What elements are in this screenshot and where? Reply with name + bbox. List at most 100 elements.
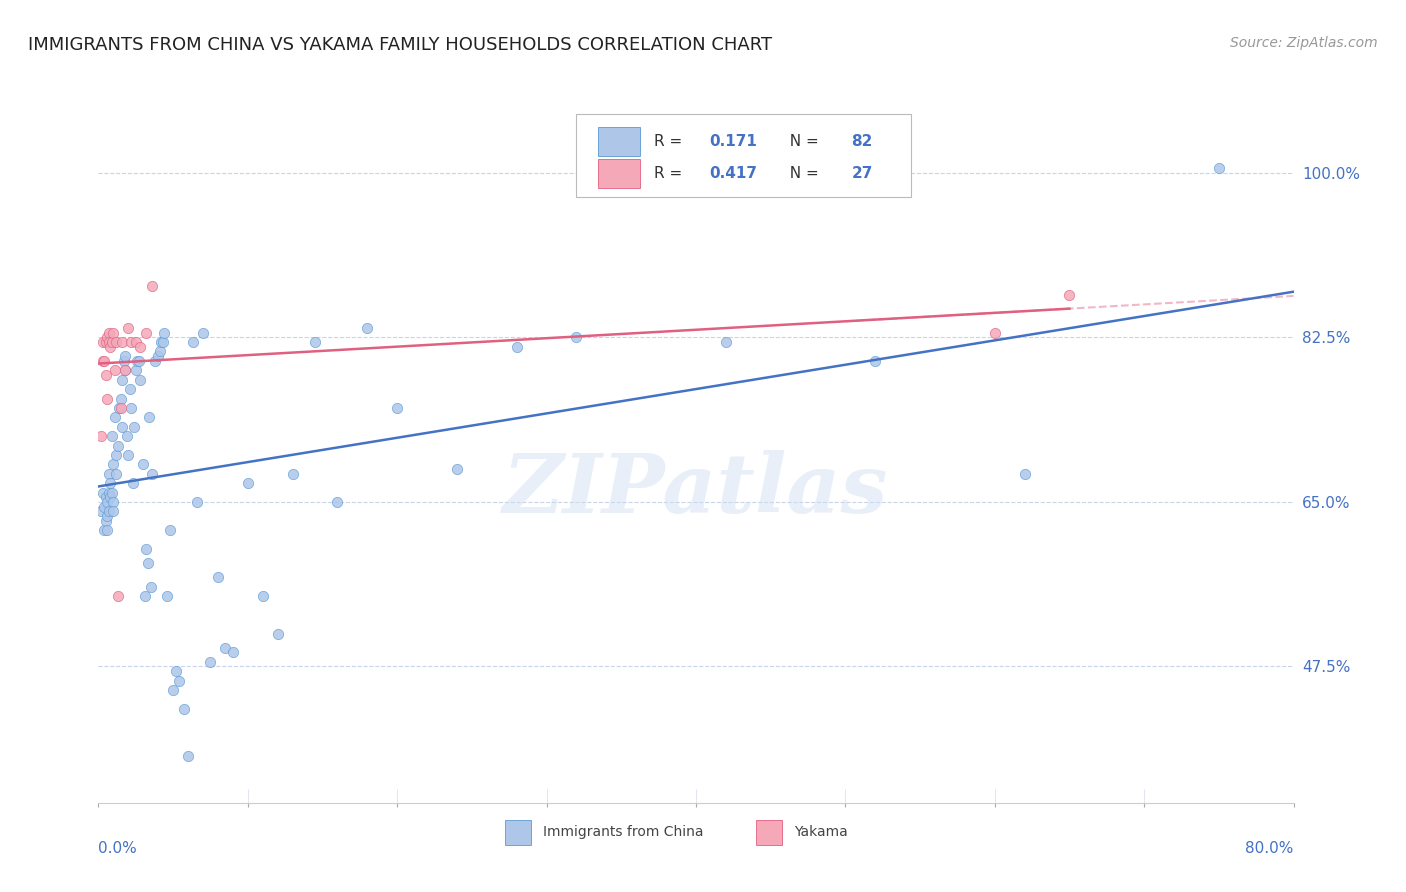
Point xyxy=(112,354,135,368)
Text: Immigrants from China: Immigrants from China xyxy=(543,825,703,839)
Text: 27: 27 xyxy=(852,166,873,181)
Point xyxy=(120,335,142,350)
Point xyxy=(117,448,139,462)
Text: N =: N = xyxy=(780,135,824,149)
Point xyxy=(101,335,124,350)
Point xyxy=(124,419,146,434)
Point xyxy=(101,429,124,443)
Point xyxy=(129,340,152,354)
Point xyxy=(129,373,152,387)
Point xyxy=(118,382,141,396)
Point xyxy=(125,335,148,350)
Point xyxy=(96,392,118,406)
Point xyxy=(356,321,378,335)
Point xyxy=(105,335,128,350)
Point xyxy=(200,655,222,669)
Point xyxy=(98,476,122,491)
Point xyxy=(132,458,155,472)
Point xyxy=(120,401,142,415)
Point xyxy=(94,368,117,382)
Point xyxy=(93,500,115,514)
Text: 80.0%: 80.0% xyxy=(1246,841,1294,856)
Point xyxy=(104,363,127,377)
Point xyxy=(103,326,125,340)
Point xyxy=(97,326,120,340)
Point xyxy=(101,485,124,500)
Point xyxy=(162,683,184,698)
Point xyxy=(984,326,1007,340)
Point xyxy=(143,354,166,368)
Point xyxy=(153,326,176,340)
Point xyxy=(90,429,112,443)
Point xyxy=(93,354,115,368)
Point xyxy=(125,363,148,377)
Point xyxy=(97,335,120,350)
Point xyxy=(94,514,117,528)
Text: N =: N = xyxy=(780,166,824,181)
Point xyxy=(105,467,128,481)
Point xyxy=(103,504,125,518)
FancyBboxPatch shape xyxy=(505,821,531,845)
Point xyxy=(141,278,163,293)
Point xyxy=(134,589,156,603)
Point xyxy=(252,589,274,603)
Point xyxy=(181,335,204,350)
Point xyxy=(96,495,118,509)
Point xyxy=(96,509,118,524)
Point xyxy=(97,485,120,500)
Text: 0.171: 0.171 xyxy=(709,135,756,149)
Point xyxy=(236,476,259,491)
Point xyxy=(128,354,150,368)
Point xyxy=(111,419,134,434)
Point xyxy=(103,495,125,509)
Point xyxy=(207,570,229,584)
Point xyxy=(150,335,173,350)
Point xyxy=(91,485,114,500)
Point xyxy=(114,363,136,377)
Point xyxy=(139,580,162,594)
Point xyxy=(104,410,127,425)
Point xyxy=(565,330,588,344)
Point xyxy=(326,495,349,509)
Point xyxy=(222,645,245,659)
Point xyxy=(148,349,170,363)
Point xyxy=(114,363,136,377)
Point xyxy=(1014,467,1036,481)
Point xyxy=(304,335,326,350)
Point xyxy=(107,438,129,452)
Point xyxy=(105,448,128,462)
Point xyxy=(506,340,529,354)
Point xyxy=(110,401,132,415)
Point xyxy=(267,626,290,640)
Point xyxy=(97,467,120,481)
Point xyxy=(714,335,737,350)
Point xyxy=(114,349,136,363)
Point xyxy=(186,495,208,509)
Text: Source: ZipAtlas.com: Source: ZipAtlas.com xyxy=(1230,36,1378,50)
Point xyxy=(111,335,134,350)
Point xyxy=(1059,288,1081,302)
Text: R =: R = xyxy=(654,135,688,149)
Point xyxy=(90,504,112,518)
Point xyxy=(167,673,190,688)
Text: R =: R = xyxy=(654,166,688,181)
Point xyxy=(135,541,157,556)
Point xyxy=(96,523,118,537)
Point xyxy=(385,401,409,415)
Point xyxy=(149,344,172,359)
Point xyxy=(865,354,887,368)
Point xyxy=(115,429,138,443)
Text: IMMIGRANTS FROM CHINA VS YAKAMA FAMILY HOUSEHOLDS CORRELATION CHART: IMMIGRANTS FROM CHINA VS YAKAMA FAMILY H… xyxy=(28,36,772,54)
FancyBboxPatch shape xyxy=(576,114,911,197)
Point xyxy=(117,321,139,335)
Point xyxy=(110,392,132,406)
Point xyxy=(138,410,160,425)
Point xyxy=(152,335,174,350)
Point xyxy=(136,556,159,570)
Point xyxy=(91,354,114,368)
Point xyxy=(93,523,115,537)
Point xyxy=(103,458,125,472)
Point xyxy=(91,335,114,350)
Point xyxy=(98,340,122,354)
Point xyxy=(96,330,118,344)
